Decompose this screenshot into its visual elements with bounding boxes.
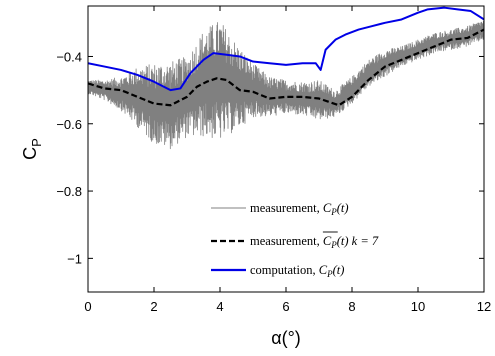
x-tick-label: 4 (216, 299, 223, 314)
legend: measurement, CP(t) measurement, CP(t) k =… (211, 201, 379, 279)
x-tick-label: 8 (348, 299, 355, 314)
x-tick-label: 10 (411, 299, 425, 314)
y-tick-label: −0.6 (56, 117, 82, 132)
x-tick-label: 0 (84, 299, 91, 314)
series-line-computed (88, 6, 484, 92)
x-tick-label: 2 (150, 299, 157, 314)
ticks-layer: 0 2 4 6 8 10 12 −1 −0.8 −0.6 −0.4 (56, 6, 491, 314)
y-axis-title-sub: P (29, 138, 44, 147)
series-line-filtered (88, 28, 484, 107)
x-tick-label: 12 (477, 299, 491, 314)
y-tick-label: −0.8 (56, 184, 82, 199)
series-layer (88, 6, 484, 150)
y-axis-title-main: C (20, 147, 40, 160)
y-axis-title: CP (20, 138, 44, 160)
legend-label-measured: measurement, CP(t) (250, 201, 349, 217)
svg-text:CP: CP (20, 138, 44, 160)
x-tick-label: 6 (282, 299, 289, 314)
x-axis-title: α(°) (271, 328, 301, 348)
legend-label-filtered: measurement, CP(t) k = 7 (250, 234, 379, 250)
y-tick-label: −1 (67, 251, 82, 266)
series-line-measured (88, 20, 484, 150)
legend-label-computed: computation, CP(t) (250, 263, 344, 279)
y-tick-label: −0.4 (56, 49, 82, 64)
